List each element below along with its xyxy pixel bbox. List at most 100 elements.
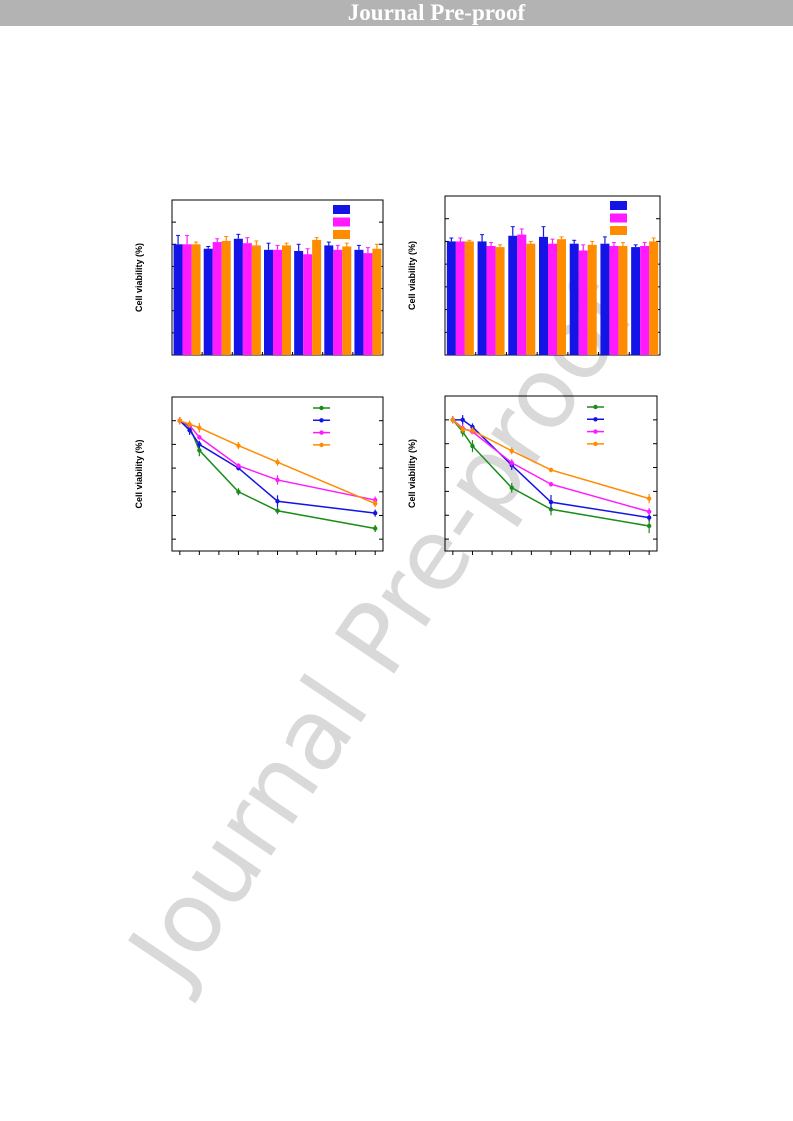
data-point	[548, 482, 554, 487]
bar	[203, 248, 213, 355]
bar	[173, 244, 183, 355]
legend-swatch	[333, 217, 350, 227]
bar	[354, 249, 364, 355]
bar	[649, 241, 659, 355]
legend-marker	[593, 404, 598, 410]
y-axis-label: Cell viability (%)	[407, 241, 417, 310]
legend-swatch	[610, 201, 627, 210]
bar	[294, 250, 304, 355]
bar	[264, 249, 273, 355]
data-point	[460, 417, 465, 423]
bar	[578, 250, 588, 355]
legend-marker	[593, 441, 598, 447]
bar	[242, 243, 252, 355]
data-point	[450, 417, 456, 423]
legend-marker	[319, 442, 324, 448]
bar	[464, 241, 474, 355]
bar	[631, 247, 641, 355]
data-point	[470, 443, 475, 449]
data-line	[452, 419, 650, 500]
bar	[557, 239, 566, 355]
data-point	[197, 442, 202, 447]
bar	[212, 242, 222, 355]
data-point	[509, 448, 514, 454]
data-point	[646, 515, 652, 520]
data-point	[197, 448, 202, 453]
data-point	[646, 496, 652, 501]
data-point	[509, 485, 514, 491]
bar	[600, 243, 610, 355]
bar	[526, 243, 536, 355]
bar	[446, 241, 456, 355]
header-title: Journal Pre-proof	[347, 0, 526, 25]
data-point	[236, 489, 241, 494]
bar	[587, 244, 597, 355]
data-point	[236, 443, 241, 448]
data-point	[275, 459, 280, 465]
data-point	[646, 509, 652, 514]
data-point	[509, 460, 514, 465]
legend-swatch	[610, 226, 627, 235]
legend-swatch	[333, 205, 350, 214]
data-point	[275, 499, 280, 504]
legend-marker	[319, 430, 324, 435]
data-point	[646, 523, 652, 529]
data-point	[460, 427, 465, 432]
data-point	[548, 499, 554, 505]
plot-frame	[171, 396, 384, 552]
bar	[495, 247, 505, 355]
watermark: Journal Pre-proof	[104, 259, 660, 1006]
bar	[303, 254, 313, 355]
legend-marker	[593, 417, 598, 422]
legend-marker	[319, 405, 324, 411]
bar	[640, 245, 650, 355]
y-axis-label: Cell viability (%)	[407, 439, 417, 508]
bar	[342, 246, 352, 355]
legend-marker	[319, 418, 324, 423]
bar	[508, 235, 518, 355]
bar	[282, 245, 291, 355]
legend-swatch	[610, 213, 627, 223]
bar	[233, 238, 243, 355]
bar	[363, 253, 373, 355]
bar	[477, 241, 487, 355]
bar	[273, 249, 282, 355]
bar	[221, 240, 231, 355]
bar	[251, 245, 261, 355]
data-point	[197, 435, 202, 440]
bar	[333, 249, 343, 355]
data-line	[179, 420, 376, 514]
header-bar: Journal Pre-proof	[0, 0, 793, 26]
y-axis-label: Cell viability (%)	[134, 439, 144, 508]
data-point	[187, 427, 192, 433]
bar	[517, 234, 527, 355]
legend-swatch	[333, 230, 350, 239]
data-point	[372, 526, 378, 531]
data-point	[372, 501, 378, 506]
data-point	[372, 510, 378, 516]
data-point	[187, 422, 192, 427]
bar	[539, 236, 548, 355]
bar	[312, 239, 322, 355]
bar	[191, 244, 201, 355]
data-point	[177, 418, 183, 423]
bar	[372, 248, 382, 355]
data-point	[275, 508, 280, 513]
bar	[486, 245, 496, 355]
data-point	[275, 477, 280, 483]
data-point	[236, 463, 241, 468]
data-point	[470, 428, 475, 433]
bar	[569, 243, 579, 355]
bar	[618, 245, 628, 355]
bar	[609, 245, 619, 355]
bar	[548, 243, 557, 355]
legend-marker	[593, 429, 598, 434]
bar	[455, 241, 465, 355]
data-point	[197, 425, 202, 430]
data-point	[548, 467, 554, 473]
bar	[324, 245, 334, 355]
bar	[182, 244, 192, 355]
y-axis-label: Cell viability (%)	[134, 243, 144, 312]
